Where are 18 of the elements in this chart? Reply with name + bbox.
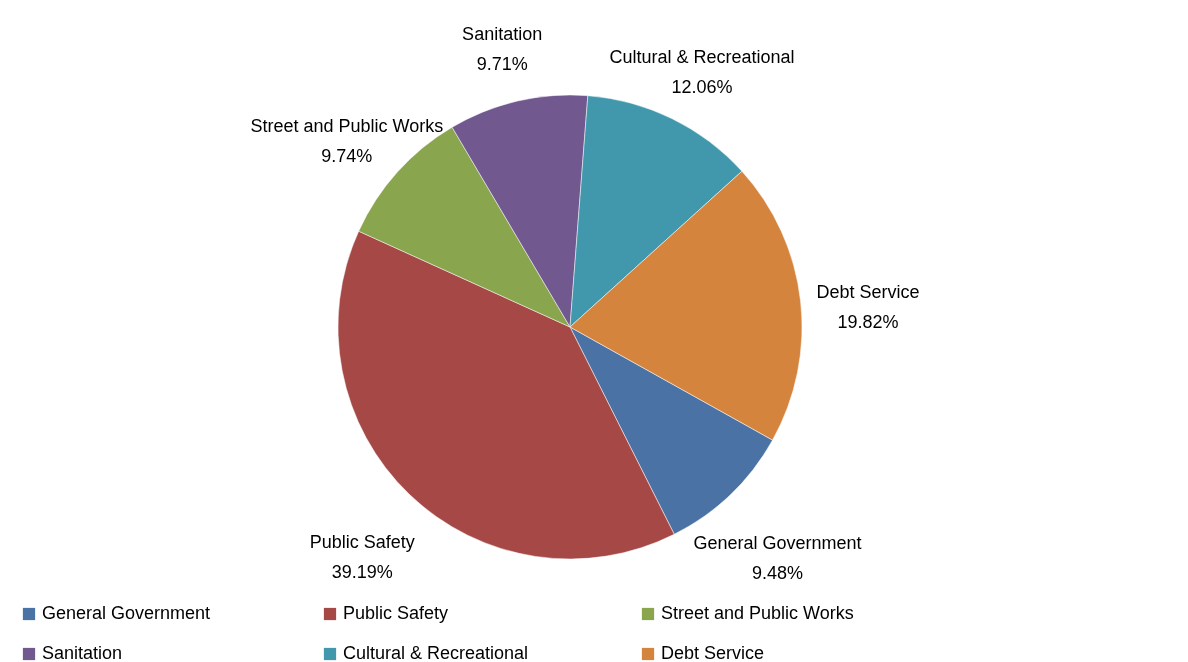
slice-label: Debt Service: [816, 282, 920, 303]
legend-label: Cultural & Recreational: [343, 643, 529, 662]
data-label: 9.48%: [751, 562, 804, 583]
data-label: 9.71%: [476, 53, 528, 74]
legend-label: Street and Public Works: [661, 603, 854, 623]
legend-label: Debt Service: [661, 643, 765, 662]
slice-label: General Government: [693, 532, 862, 553]
legend-label: Sanitation: [42, 643, 123, 662]
data-label: 39.19%: [331, 562, 393, 583]
slice-label: Street and Public Works: [250, 115, 444, 136]
data-label: 19.82%: [837, 312, 899, 333]
data-label: 12.06%: [671, 76, 733, 97]
slice-label: Public Safety: [309, 532, 415, 553]
slice-label: Sanitation: [462, 23, 543, 44]
slice-label: Cultural & Recreational: [609, 46, 795, 67]
legend-label: Public Safety: [343, 603, 449, 623]
data-label: 9.74%: [321, 145, 373, 166]
legend-label: General Government: [42, 603, 211, 623]
